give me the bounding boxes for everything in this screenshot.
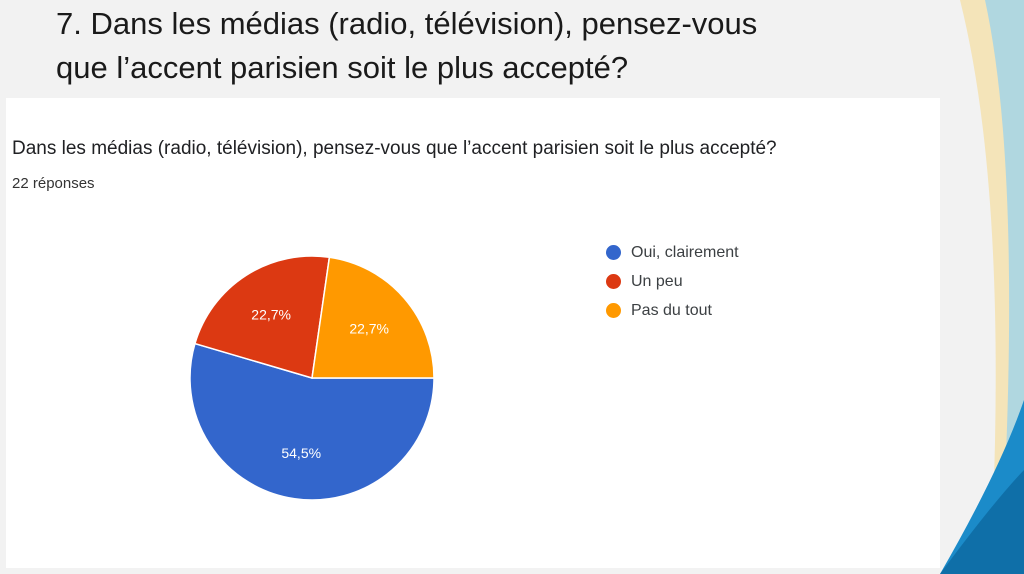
legend-swatch-icon	[606, 245, 621, 260]
pie-slice-label-0: 54,5%	[281, 445, 321, 461]
chart-legend: Oui, clairement Un peu Pas du tout	[606, 238, 739, 325]
legend-item-2: Pas du tout	[606, 296, 739, 325]
pie-slice-1	[194, 255, 331, 379]
chart-title: Dans les médias (radio, télévision), pen…	[12, 138, 777, 159]
pie-slice-0	[189, 342, 435, 501]
legend-swatch-icon	[606, 274, 621, 289]
legend-label: Un peu	[631, 272, 683, 290]
pie-slice-2	[311, 256, 435, 379]
pie-slice-label-1: 22,7%	[251, 306, 291, 322]
legend-label: Pas du tout	[631, 301, 712, 319]
pie-slice-label-2: 22,7%	[349, 320, 389, 336]
response-count: 22 réponses	[12, 175, 95, 192]
legend-swatch-icon	[606, 303, 621, 318]
legend-item-0: Oui, clairement	[606, 238, 739, 267]
legend-item-1: Un peu	[606, 267, 739, 296]
pie-chart: 54,5% 22,7% 22,7%	[189, 255, 435, 501]
legend-label: Oui, clairement	[631, 243, 739, 261]
slide-title: 7. Dans les médias (radio, télévision), …	[56, 2, 936, 90]
slide-title-line1: 7. Dans les médias (radio, télévision), …	[56, 6, 758, 41]
chart-panel: Dans les médias (radio, télévision), pen…	[6, 98, 940, 568]
slide-title-line2: que l’accent parisien soit le plus accep…	[56, 50, 629, 85]
